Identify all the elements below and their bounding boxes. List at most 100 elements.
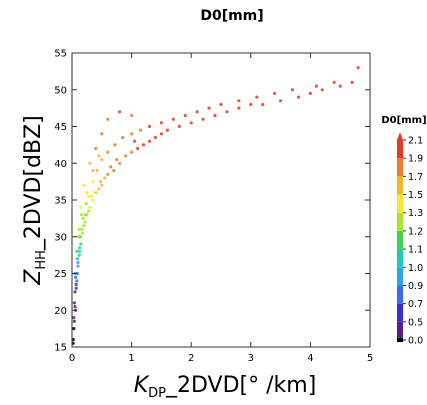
colorbar-tick-label: 1.7 — [408, 172, 423, 183]
data-point — [88, 161, 92, 165]
x-tick-label: 2 — [188, 353, 194, 364]
data-point — [81, 231, 85, 235]
data-point — [109, 165, 113, 169]
x-tick-label: 5 — [367, 353, 373, 364]
colorbar-segment — [397, 194, 403, 213]
data-point — [91, 180, 95, 184]
data-point — [74, 286, 78, 290]
data-point — [320, 88, 324, 92]
data-point — [279, 99, 283, 103]
colorbar-segment — [397, 230, 403, 250]
data-point — [84, 202, 88, 206]
data-point — [90, 194, 94, 198]
colorbar-tick-label: 1.1 — [408, 245, 423, 256]
x-axis-label: KDP_2DVD[° /km] — [134, 373, 317, 401]
data-point — [73, 305, 77, 309]
data-point — [207, 106, 211, 110]
data-point — [201, 117, 205, 121]
data-point — [83, 213, 87, 217]
colorbar-segment — [397, 212, 403, 231]
chart-title: D0[mm] — [200, 8, 263, 24]
x-tick-label: 0 — [69, 353, 75, 364]
data-point — [255, 95, 259, 99]
data-point — [75, 257, 79, 261]
data-point — [72, 327, 76, 331]
x-axis-ticks: 0 1 2 3 4 5 — [69, 53, 373, 364]
data-point — [171, 117, 175, 121]
data-point — [159, 121, 163, 125]
data-point — [113, 143, 117, 147]
data-point — [159, 132, 163, 136]
colorbar-segment — [397, 285, 403, 304]
data-point — [81, 216, 85, 220]
colorbar-tick-label: 0.7 — [408, 299, 423, 310]
x-tick-label: 3 — [248, 353, 254, 364]
colorbar-segment — [397, 338, 403, 342]
colorbar: 0.0 0.5 0.7 0.9 1.0 1.1 1.2 1.3 1.5 1.7 1.9 2.1 — [397, 132, 423, 347]
data-point — [136, 146, 140, 151]
colorbar-arrow — [397, 132, 403, 140]
data-point — [133, 139, 137, 143]
data-point — [75, 279, 79, 283]
data-point — [130, 113, 134, 118]
data-point — [100, 183, 104, 187]
colorbar-segment — [397, 321, 403, 340]
data-point — [76, 260, 80, 265]
data-point — [112, 169, 116, 173]
data-point — [225, 110, 229, 114]
data-point — [94, 146, 98, 151]
data-point — [79, 213, 84, 217]
y-tick-label: 45 — [54, 122, 67, 133]
data-point — [76, 235, 80, 239]
data-point — [290, 88, 295, 92]
data-point — [147, 139, 152, 143]
colorbar-tick-label: 1.3 — [408, 208, 423, 219]
data-point — [153, 135, 157, 140]
x-tick-label: 1 — [128, 353, 134, 364]
data-point — [237, 106, 241, 110]
colorbar-title: D0[mm] — [381, 115, 426, 126]
colorbar-segment — [397, 158, 403, 177]
data-point — [82, 224, 86, 228]
colorbar-segment — [397, 140, 403, 159]
colorbar-tick-label: 1.5 — [408, 190, 423, 201]
data-point — [103, 176, 107, 180]
data-point — [332, 80, 336, 84]
plot-frame — [71, 52, 371, 348]
data-point — [124, 154, 128, 158]
colorbar-segment — [397, 267, 403, 286]
data-point — [87, 194, 91, 198]
data-point — [72, 316, 76, 320]
data-point — [73, 290, 77, 294]
data-point — [106, 172, 110, 176]
colorbar-tick-label: 1.0 — [408, 263, 423, 274]
data-point — [78, 235, 82, 239]
data-point — [118, 161, 122, 165]
data-point — [87, 209, 91, 213]
y-tick-label: 55 — [54, 49, 67, 60]
data-point — [97, 154, 101, 158]
data-point — [72, 319, 76, 323]
colorbar-tick-label: 2.1 — [408, 136, 423, 147]
data-point — [79, 205, 83, 209]
data-point — [195, 110, 199, 114]
data-point — [338, 84, 342, 88]
data-point — [177, 124, 181, 129]
data-point — [95, 169, 99, 173]
y-tick-label: 35 — [54, 196, 67, 207]
data-point — [75, 271, 79, 276]
colorbar-segment — [397, 176, 403, 195]
data-point — [99, 180, 103, 184]
colorbar-tick-label: 1.2 — [408, 226, 423, 237]
data-point — [91, 198, 95, 202]
colorbar-tick-label: 0.0 — [408, 336, 423, 347]
data-point — [75, 249, 79, 253]
data-point — [296, 95, 301, 99]
y-axis-ticks: 15 20 25 30 35 40 45 50 55 — [54, 49, 370, 354]
data-point — [78, 246, 82, 250]
data-point — [106, 150, 110, 154]
data-point — [77, 253, 81, 257]
data-point — [115, 158, 119, 162]
data-point — [85, 191, 89, 195]
